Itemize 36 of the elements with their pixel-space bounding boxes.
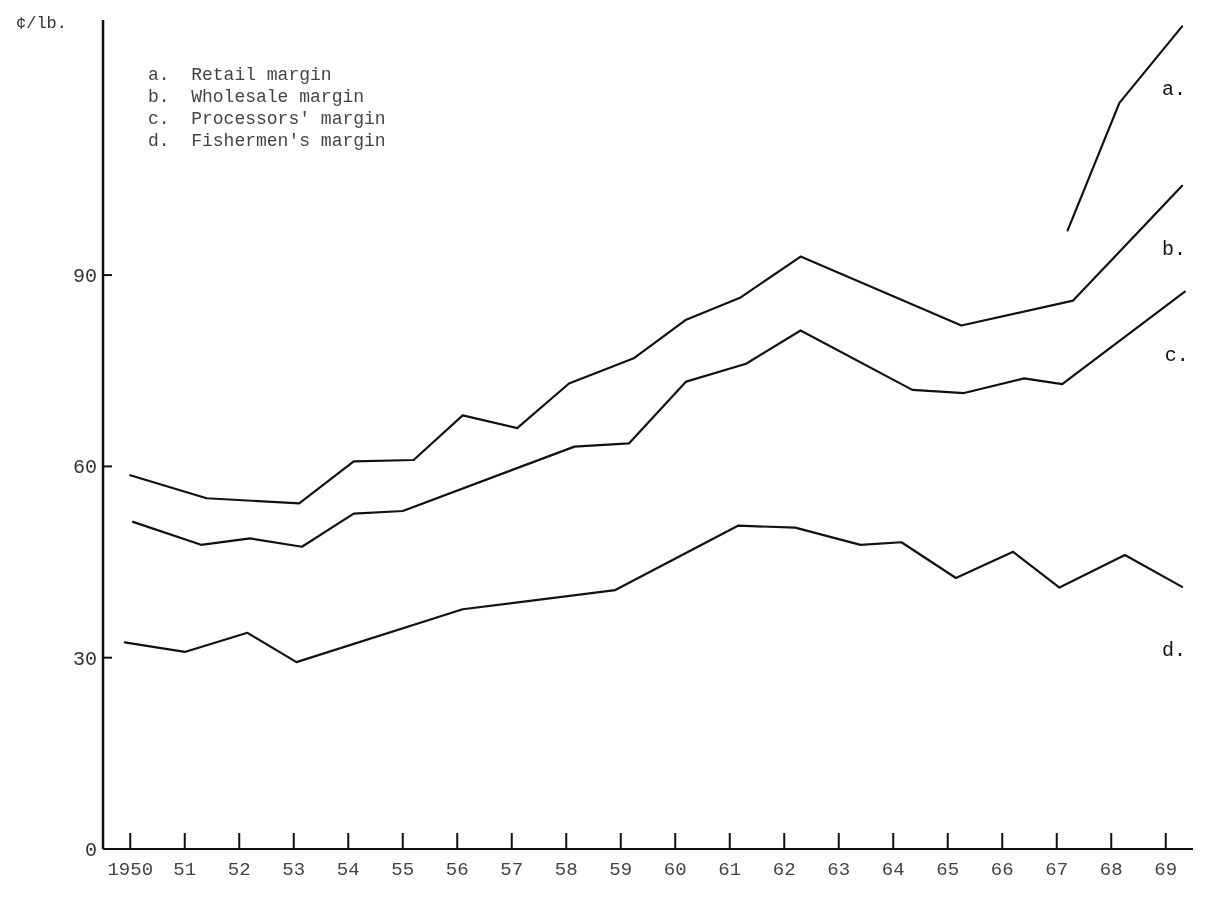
y-tick-label: 0: [84, 839, 97, 862]
annotation: b. Wholesale margin: [148, 87, 365, 107]
x-tick-label: 51: [173, 859, 197, 881]
x-tick-label: 68: [1099, 859, 1123, 881]
x-tick-label: 54: [336, 859, 360, 881]
x-tick-label: 65: [936, 859, 960, 881]
x-tick-label: 55: [391, 859, 415, 881]
y-tick-label: 60: [72, 456, 97, 480]
series-label: a.: [1162, 78, 1187, 102]
annotation: a. Retail margin: [148, 65, 332, 85]
x-tick-label: 60: [663, 859, 687, 881]
x-tick-label: 58: [554, 859, 578, 881]
y-axis-title: ¢/lb.: [16, 14, 68, 33]
x-tick-label: 61: [718, 859, 742, 881]
series-label: b.: [1162, 237, 1187, 261]
x-tick-label: 67: [1045, 859, 1069, 881]
line-series: [129, 184, 1184, 505]
x-tick-label: 53: [282, 859, 306, 881]
text: d.: [1162, 638, 1187, 662]
x-tick-label: 69: [1154, 859, 1178, 881]
series-label: c.: [1164, 343, 1189, 367]
x-tick-label: 56: [445, 859, 469, 881]
x-tick-label: 59: [609, 859, 633, 881]
annotation: c. Processors' margin: [148, 109, 386, 129]
y-tick-label: 90: [72, 265, 97, 289]
x-tick-label: 57: [500, 859, 524, 881]
x-tick-label: 63: [827, 859, 851, 881]
line-series: [123, 524, 1184, 664]
line-series: [131, 290, 1186, 548]
x-tick-label: 64: [881, 859, 905, 881]
y-tick-label: 30: [72, 647, 97, 671]
x-tick-label: 62: [772, 859, 796, 881]
x-tick-label: 66: [990, 859, 1014, 881]
x-tick-label: 1950: [107, 859, 154, 881]
annotation: d. Fishermen's margin: [148, 131, 386, 151]
x-tick-label: 52: [227, 859, 251, 881]
